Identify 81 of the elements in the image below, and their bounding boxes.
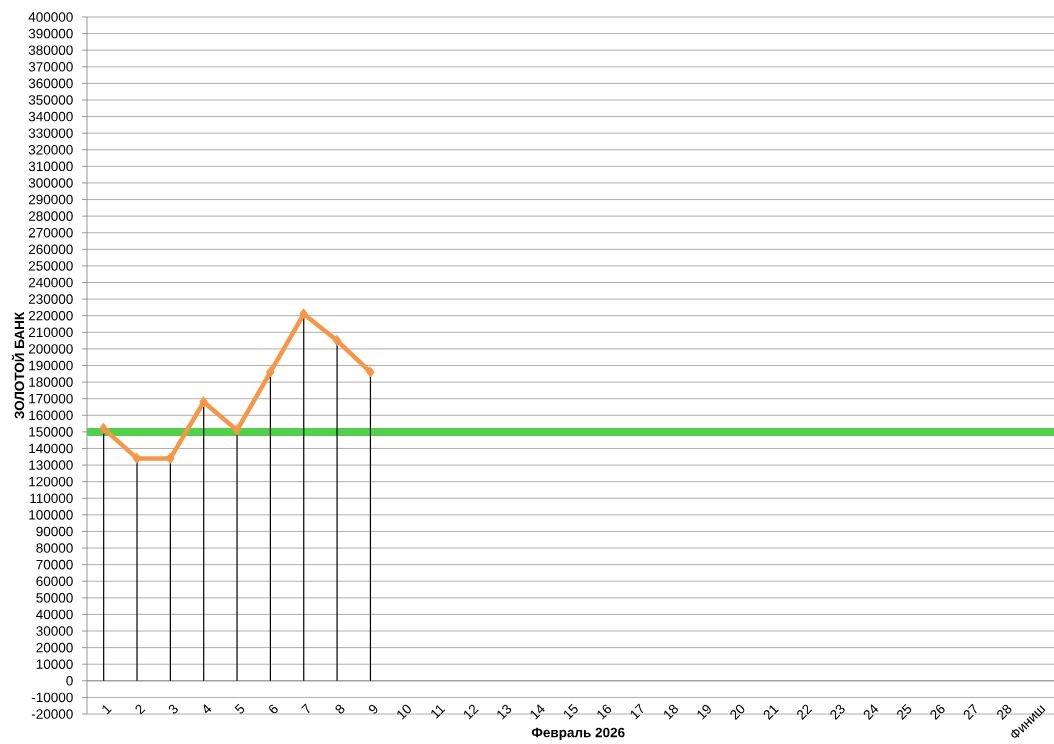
x-tick-label: 17 [630, 703, 644, 720]
x-tick-label: 15 [564, 703, 578, 720]
y-tick-label: 250000 [28, 261, 73, 271]
point [99, 423, 108, 435]
x-tick-label: 6 [269, 704, 278, 714]
x-tick-label: 11 [431, 705, 446, 719]
point [199, 396, 208, 408]
x-tick-label: 20 [730, 704, 745, 720]
y-tick-label: 240000 [28, 277, 73, 288]
x-tick-label: 1 [102, 705, 112, 715]
y-tick-label: 100000 [29, 510, 73, 520]
y-tick-label: 90000 [36, 526, 73, 537]
x-tick-label: 8 [335, 704, 345, 714]
y-tick-label: 60000 [36, 576, 73, 587]
x-tick-label: 24 [863, 704, 879, 720]
y-tick-label: 390000 [28, 28, 73, 39]
y-axis-title: ЗОЛОТОЙ БАНК [11, 311, 25, 419]
y-tick-label: 310000 [28, 161, 73, 172]
x-tick-label: 4 [203, 704, 212, 714]
y-tick-label: 180000 [29, 377, 73, 387]
y-tick-label: 270000 [28, 227, 73, 238]
y-tick-label: 170000 [29, 393, 73, 404]
y-tick-label: 290000 [28, 194, 73, 205]
x-tick-label: 22 [797, 704, 813, 720]
point [366, 366, 375, 378]
y-tick-label: 370000 [28, 62, 73, 72]
y-tick-label: 320000 [28, 144, 73, 155]
y-tick-label: 50000 [36, 593, 73, 603]
y-tick-label: 220000 [28, 310, 73, 321]
x-tick-label: 13 [497, 704, 512, 720]
point [266, 366, 275, 378]
x-tick-label: 3 [168, 704, 178, 714]
x-tick-label: 12 [464, 704, 479, 720]
x-tick-label: 26 [930, 704, 945, 720]
x-tick-label: 9 [368, 704, 378, 714]
y-tick-label: 40000 [36, 609, 73, 620]
y-tick-label: 340000 [28, 111, 73, 122]
y-tick-label: 10000 [36, 659, 73, 669]
y-tick-label: 70000 [36, 559, 73, 570]
y-tick-label: 30000 [36, 626, 73, 636]
point [299, 308, 308, 320]
point [232, 424, 242, 436]
y-tick-label: 200000 [28, 344, 73, 354]
x-tick-label: 16 [597, 704, 612, 720]
x-tick-label: 19 [697, 704, 711, 720]
y-tick-label: 230000 [28, 294, 73, 304]
y-tick-label: 380000 [28, 45, 73, 55]
x-axis-title: Февраль 2026 [531, 727, 625, 740]
y-tick-label: 110000 [30, 493, 73, 504]
y-tick-label: 0 [66, 676, 73, 686]
y-tick-label: 210000 [28, 327, 73, 338]
x-tick-label: 28 [997, 704, 1012, 720]
x-tick-label: 10 [397, 704, 411, 720]
y-tick-label: 20000 [36, 642, 73, 653]
x-tick-label: 21 [763, 705, 779, 720]
y-tick-label: 280000 [28, 211, 73, 221]
y-tick-label: 130000 [29, 460, 73, 470]
x-tick-label: 23 [830, 704, 845, 720]
x-tick-label: 14 [530, 704, 545, 720]
x-tick-label: 25 [897, 703, 912, 720]
y-tick-label: 360000 [28, 78, 73, 89]
y-tick-label: 150000 [29, 427, 73, 437]
point [332, 335, 342, 347]
x-tick-label: 2 [135, 704, 146, 715]
y-tick-label: 190000 [29, 360, 73, 371]
y-tick-label: -10000 [31, 692, 73, 703]
y-tick-label: 140000 [29, 443, 73, 454]
y-tick-label: 330000 [28, 128, 73, 138]
y-tick-label: 160000 [29, 410, 73, 421]
y-tick-label: 300000 [28, 178, 73, 188]
point [166, 452, 175, 464]
y-tick-label: 80000 [36, 543, 73, 553]
x-tick-label: 5 [234, 703, 245, 714]
y-tick-label: 400000 [28, 12, 73, 22]
y-tick-label: -20000 [31, 709, 73, 719]
x-tick-label: 7 [301, 703, 310, 714]
y-tick-label: 350000 [28, 95, 73, 105]
y-tick-label: 260000 [28, 244, 73, 255]
y-tick-label: 120000 [29, 476, 73, 487]
x-tick-label: 18 [664, 704, 678, 720]
x-tick-label: 27 [963, 703, 977, 720]
